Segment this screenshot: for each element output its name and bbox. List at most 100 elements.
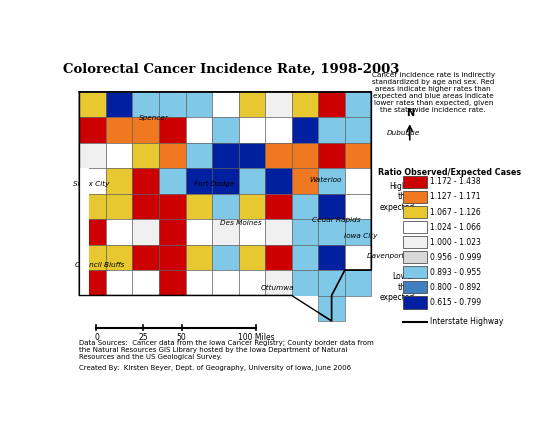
Bar xyxy=(133,270,159,295)
Text: Des Moines: Des Moines xyxy=(220,220,262,226)
Bar xyxy=(212,117,239,143)
Text: 50: 50 xyxy=(177,334,186,343)
Bar xyxy=(239,245,265,270)
Text: Ottumwa: Ottumwa xyxy=(261,285,294,291)
Bar xyxy=(239,219,265,245)
Text: Cedar Rapids: Cedar Rapids xyxy=(312,216,360,223)
Text: 1.067 - 1.126: 1.067 - 1.126 xyxy=(430,207,481,216)
Bar xyxy=(403,176,427,188)
Bar xyxy=(265,194,292,219)
Bar xyxy=(318,117,345,143)
Bar xyxy=(265,92,292,117)
Text: Lower
than
expected: Lower than expected xyxy=(380,272,415,302)
Bar xyxy=(345,143,371,168)
Bar xyxy=(292,117,318,143)
Bar xyxy=(133,219,159,245)
Bar xyxy=(159,270,185,295)
Bar xyxy=(106,117,133,143)
Bar xyxy=(185,270,212,295)
Bar xyxy=(159,219,185,245)
Text: N: N xyxy=(406,108,414,118)
Bar xyxy=(345,194,371,219)
Bar xyxy=(79,219,106,245)
Bar xyxy=(403,296,427,309)
Text: 25: 25 xyxy=(139,334,148,343)
Text: 1.172 - 1.438: 1.172 - 1.438 xyxy=(430,177,481,187)
Bar xyxy=(106,143,133,168)
Bar xyxy=(345,245,371,270)
Bar xyxy=(212,295,239,321)
Bar xyxy=(318,270,345,295)
Bar xyxy=(318,194,345,219)
Text: Fort Dodge: Fort Dodge xyxy=(195,181,235,187)
Bar xyxy=(265,168,292,194)
Bar xyxy=(106,92,133,117)
Bar xyxy=(79,143,106,168)
Text: 1.024 - 1.066: 1.024 - 1.066 xyxy=(430,223,481,232)
Bar xyxy=(79,168,89,194)
Bar xyxy=(403,206,427,218)
Text: Colorectal Cancer Incidence Rate, 1998-2003: Colorectal Cancer Incidence Rate, 1998-2… xyxy=(63,62,399,76)
Bar xyxy=(403,266,427,278)
Bar xyxy=(185,143,212,168)
Bar xyxy=(79,245,106,270)
Bar xyxy=(403,251,427,264)
Bar xyxy=(185,245,212,270)
Bar xyxy=(159,168,185,194)
Bar xyxy=(133,168,159,194)
Bar xyxy=(79,245,89,270)
Bar xyxy=(159,117,185,143)
Text: Interstate Highway: Interstate Highway xyxy=(430,317,504,326)
Bar xyxy=(133,295,159,321)
Bar xyxy=(159,295,185,321)
Bar xyxy=(212,219,239,245)
Text: 0: 0 xyxy=(94,334,99,343)
Bar xyxy=(159,92,185,117)
Text: 0.893 - 0.955: 0.893 - 0.955 xyxy=(430,268,481,277)
Text: 1.000 - 1.023: 1.000 - 1.023 xyxy=(430,238,481,246)
Bar xyxy=(212,194,239,219)
Text: 0.615 - 0.799: 0.615 - 0.799 xyxy=(430,298,481,307)
Text: Waterloo: Waterloo xyxy=(310,177,342,183)
Bar xyxy=(79,270,106,295)
Text: Dubuque: Dubuque xyxy=(386,130,420,136)
Text: Cancer incidence rate is indirectly
standardized by age and sex. Red
areas indic: Cancer incidence rate is indirectly stan… xyxy=(372,72,495,113)
Text: Created By:  Kirsten Beyer, Dept. of Geography, University of Iowa, June 2006: Created By: Kirsten Beyer, Dept. of Geog… xyxy=(79,365,351,371)
Bar xyxy=(292,92,318,117)
Bar xyxy=(185,194,212,219)
Bar xyxy=(185,219,212,245)
Text: Data Sources:  Cancer data from the Iowa Cancer Registry; County border data fro: Data Sources: Cancer data from the Iowa … xyxy=(79,340,374,360)
Bar xyxy=(239,92,265,117)
Bar xyxy=(185,295,212,321)
Bar xyxy=(212,92,239,117)
Bar xyxy=(212,143,239,168)
Bar xyxy=(79,168,106,194)
Text: Council Bluffs: Council Bluffs xyxy=(75,262,124,268)
Bar xyxy=(345,219,371,245)
Bar xyxy=(212,168,239,194)
Bar xyxy=(318,92,345,117)
Bar xyxy=(265,295,292,321)
Text: 100 Miles: 100 Miles xyxy=(238,334,274,343)
Bar xyxy=(292,295,318,321)
Bar xyxy=(106,219,133,245)
Text: Sioux City: Sioux City xyxy=(73,181,109,187)
Bar xyxy=(133,92,159,117)
Bar xyxy=(345,270,371,295)
Bar xyxy=(159,143,185,168)
Bar xyxy=(106,168,133,194)
Bar xyxy=(292,168,318,194)
Bar xyxy=(265,245,292,270)
Bar xyxy=(106,194,133,219)
Text: Higher
than
expected: Higher than expected xyxy=(380,182,415,212)
Bar xyxy=(212,245,239,270)
Bar xyxy=(345,92,371,117)
Text: Spencer: Spencer xyxy=(139,115,169,121)
Bar xyxy=(239,194,265,219)
Bar xyxy=(79,194,106,219)
Bar xyxy=(292,270,318,295)
Bar xyxy=(292,194,318,219)
Bar xyxy=(239,117,265,143)
Bar xyxy=(79,194,89,219)
Bar xyxy=(292,143,318,168)
